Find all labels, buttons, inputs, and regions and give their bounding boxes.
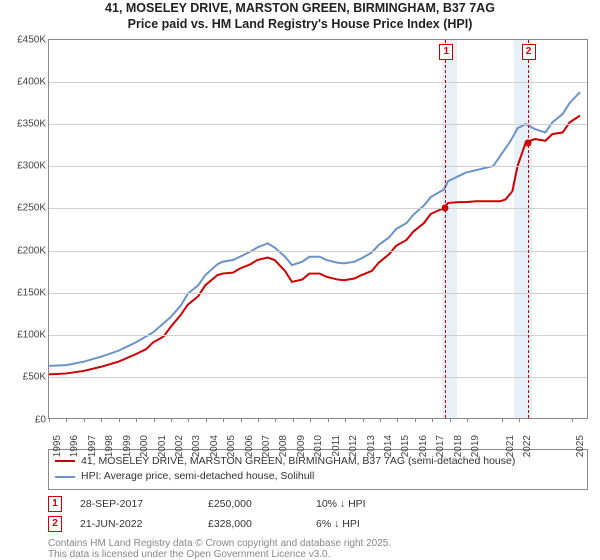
sales-block: 1 28-SEP-2017 £250,000 10% ↓ HPI 2 21-JU… <box>48 494 588 534</box>
x-tick: 2017 <box>435 435 446 457</box>
y-tick: £100K <box>1 330 46 341</box>
x-tick: 2005 <box>226 435 237 457</box>
y-tick: £50K <box>1 372 46 383</box>
y-tick: £0 <box>1 414 46 425</box>
chart-svg <box>49 40 587 418</box>
x-tick: 2019 <box>470 435 481 457</box>
legend-swatch-2 <box>55 476 75 478</box>
x-tick: 2021 <box>505 435 516 457</box>
legend-label-2: HPI: Average price, semi-detached house,… <box>81 469 314 485</box>
marker-dot-2 <box>524 139 531 146</box>
x-tick: 2012 <box>348 435 359 457</box>
x-tick: 1999 <box>122 435 133 457</box>
x-tick: 1995 <box>52 435 63 457</box>
credit-line-2: This data is licensed under the Open Gov… <box>48 549 600 560</box>
x-tick: 2003 <box>191 435 202 457</box>
x-tick: 2011 <box>331 435 342 457</box>
x-tick: 2004 <box>209 435 220 457</box>
title-line-1: 41, MOSELEY DRIVE, MARSTON GREEN, BIRMIN… <box>0 0 600 16</box>
x-tick: 2013 <box>366 435 377 457</box>
x-tick: 1996 <box>69 435 80 457</box>
y-tick: £200K <box>1 245 46 256</box>
x-tick: 2025 <box>575 435 586 457</box>
y-tick: £450K <box>1 34 46 45</box>
x-tick: 2015 <box>400 435 411 457</box>
sales-date-2: 21-JUN-2022 <box>80 518 190 530</box>
sales-index-2: 2 <box>48 516 62 532</box>
sales-hpi-2: 6% ↓ HPI <box>316 518 360 530</box>
y-tick: £300K <box>1 161 46 172</box>
sales-price-2: £328,000 <box>208 518 298 530</box>
sales-price-1: £250,000 <box>208 498 298 510</box>
x-tick: 1998 <box>104 435 115 457</box>
plot-area: £0£50K£100K£150K£200K£250K£300K£350K£400… <box>48 39 588 419</box>
x-tick: 2016 <box>418 435 429 457</box>
y-tick: £250K <box>1 203 46 214</box>
x-tick: 1997 <box>87 435 98 457</box>
title-block: 41, MOSELEY DRIVE, MARSTON GREEN, BIRMIN… <box>0 0 600 33</box>
x-tick: 2018 <box>453 435 464 457</box>
credit-line-1: Contains HM Land Registry data © Crown c… <box>48 538 600 549</box>
series-hpi <box>49 92 580 366</box>
sales-date-1: 28-SEP-2017 <box>80 498 190 510</box>
legend-row-2: HPI: Average price, semi-detached house,… <box>55 469 581 485</box>
y-tick: £150K <box>1 287 46 298</box>
sales-row-1: 1 28-SEP-2017 £250,000 10% ↓ HPI <box>48 494 588 514</box>
sales-hpi-1: 10% ↓ HPI <box>316 498 366 510</box>
x-tick: 2000 <box>139 435 150 457</box>
y-tick: £400K <box>1 76 46 87</box>
x-tick: 2010 <box>313 435 324 457</box>
title-line-2: Price paid vs. HM Land Registry's House … <box>0 16 600 32</box>
x-tick: 2009 <box>296 435 307 457</box>
x-tick: 2006 <box>244 435 255 457</box>
x-tick: 2001 <box>157 435 168 457</box>
x-tick: 2007 <box>261 435 272 457</box>
marker-box-1: 1 <box>439 44 453 60</box>
chart-container: 41, MOSELEY DRIVE, MARSTON GREEN, BIRMIN… <box>0 0 600 560</box>
y-tick: £350K <box>1 118 46 129</box>
credit-block: Contains HM Land Registry data © Crown c… <box>48 538 600 560</box>
x-tick: 2014 <box>383 435 394 457</box>
x-tick: 2002 <box>174 435 185 457</box>
x-tick: 2022 <box>522 435 533 457</box>
marker-box-2: 2 <box>522 44 536 60</box>
sales-row-2: 2 21-JUN-2022 £328,000 6% ↓ HPI <box>48 514 588 534</box>
x-tick: 2008 <box>278 435 289 457</box>
sales-index-1: 1 <box>48 496 62 512</box>
marker-dot-1 <box>442 205 449 212</box>
legend-swatch-1 <box>55 460 75 462</box>
